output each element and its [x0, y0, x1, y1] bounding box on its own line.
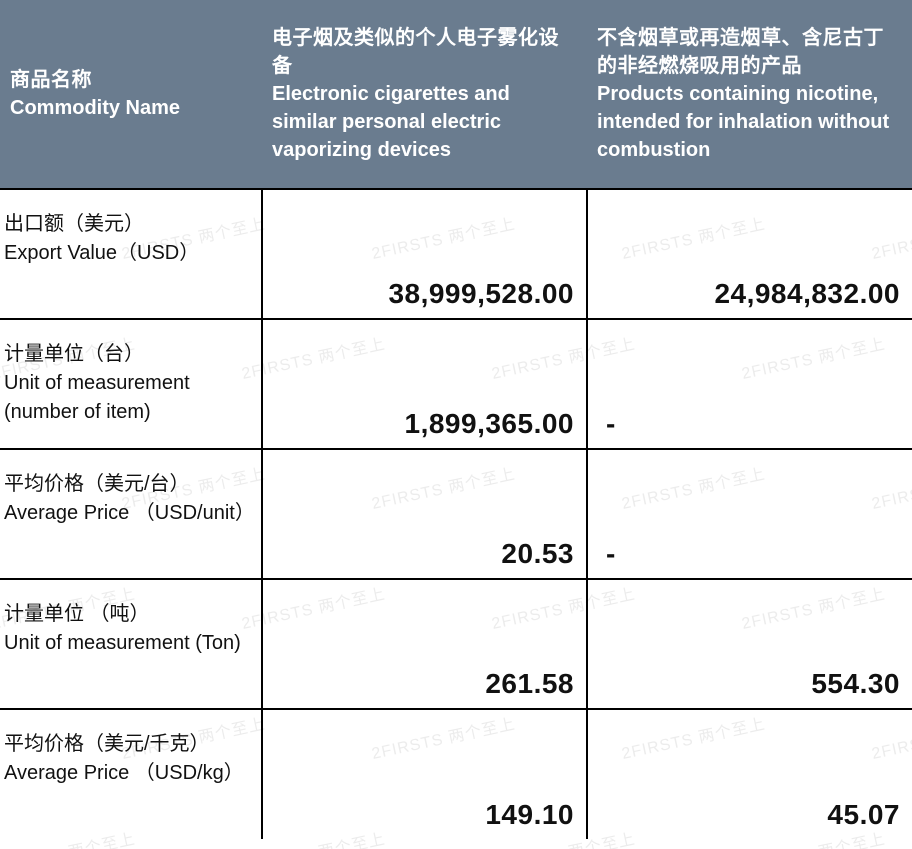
row-label-cn: 计量单位（台） [4, 340, 253, 369]
cell-value: 38,999,528.00 [262, 189, 587, 319]
row-label-cn: 平均价格（美元/台） [4, 470, 253, 499]
cell-value: 554.30 [587, 579, 912, 709]
cell-value: - [587, 319, 912, 449]
header-en: Commodity Name [10, 94, 250, 122]
table-row: 平均价格（美元/台） Average Price （USD/unit） 20.5… [0, 449, 912, 579]
row-label-en: Export Value（USD） [4, 239, 253, 268]
row-label-cn: 出口额（美元） [4, 210, 253, 239]
table-row: 出口额（美元） Export Value（USD） 38,999,528.00 … [0, 189, 912, 319]
row-label-en: Average Price （USD/kg） [4, 759, 253, 788]
cell-value: 261.58 [262, 579, 587, 709]
header-cn: 不含烟草或再造烟草、含尼古丁的非经燃烧吸用的产品 [597, 24, 900, 80]
table-row: 计量单位（台） Unit of measurement (number of i… [0, 319, 912, 449]
table-header-row: 商品名称 Commodity Name 电子烟及类似的个人电子雾化设备 Elec… [0, 0, 912, 189]
row-label-en: Unit of measurement (number of item) [4, 369, 253, 427]
row-label-unit-ton: 计量单位 （吨） Unit of measurement (Ton) [0, 579, 262, 709]
cell-value: 149.10 [262, 709, 587, 839]
row-label-export-value: 出口额（美元） Export Value（USD） [0, 189, 262, 319]
header-commodity-name: 商品名称 Commodity Name [0, 0, 262, 189]
header-ecig-devices: 电子烟及类似的个人电子雾化设备 Electronic cigarettes an… [262, 0, 587, 189]
export-data-table: 商品名称 Commodity Name 电子烟及类似的个人电子雾化设备 Elec… [0, 0, 912, 839]
cell-value: 24,984,832.00 [587, 189, 912, 319]
row-label-en: Unit of measurement (Ton) [4, 629, 253, 658]
row-label-cn: 平均价格（美元/千克） [4, 730, 253, 759]
table-row: 计量单位 （吨） Unit of measurement (Ton) 261.5… [0, 579, 912, 709]
cell-value: 20.53 [262, 449, 587, 579]
header-cn: 电子烟及类似的个人电子雾化设备 [272, 24, 575, 80]
row-label-en: Average Price （USD/unit） [4, 499, 253, 528]
row-label-cn: 计量单位 （吨） [4, 600, 253, 629]
header-nicotine-products: 不含烟草或再造烟草、含尼古丁的非经燃烧吸用的产品 Products contai… [587, 0, 912, 189]
row-label-avg-price-unit: 平均价格（美元/台） Average Price （USD/unit） [0, 449, 262, 579]
cell-value: 45.07 [587, 709, 912, 839]
table-row: 平均价格（美元/千克） Average Price （USD/kg） 149.1… [0, 709, 912, 839]
row-label-unit-number: 计量单位（台） Unit of measurement (number of i… [0, 319, 262, 449]
cell-value: 1,899,365.00 [262, 319, 587, 449]
header-en: Products containing nicotine, intended f… [597, 80, 900, 164]
header-cn: 商品名称 [10, 66, 250, 94]
row-label-avg-price-kg: 平均价格（美元/千克） Average Price （USD/kg） [0, 709, 262, 839]
header-en: Electronic cigarettes and similar person… [272, 80, 575, 164]
cell-value: - [587, 449, 912, 579]
